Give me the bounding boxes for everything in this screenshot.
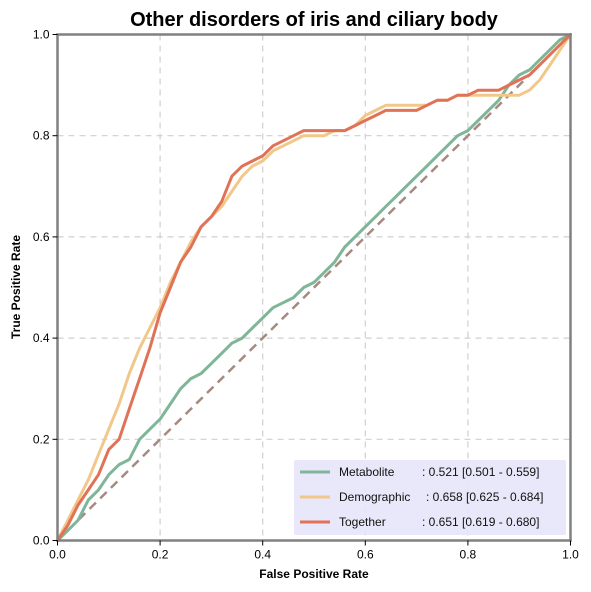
legend: Metabolite : 0.521 [0.501 - 0.559] Demogra…	[294, 460, 566, 535]
legend-label-demographic: Demographic	[339, 490, 410, 504]
axis-ticks: 0.0 0.2 0.4 0.6 0.8 1.0 0.0 0.2 0.4 0.6 0.8 1.0	[33, 28, 579, 562]
y-tick-label: 1.0	[33, 28, 50, 42]
chance-diagonal	[56, 33, 572, 542]
y-tick-label: 0.4	[33, 331, 50, 345]
y-axis-label: True Positive Rate	[9, 235, 23, 339]
legend-value-metabolite: : 0.521 [0.501 - 0.559]	[422, 465, 539, 479]
x-tick-label: 0.6	[357, 548, 374, 562]
legend-value-demographic: : 0.658 [0.625 - 0.684]	[426, 490, 543, 504]
y-tick-label: 0.2	[33, 432, 50, 446]
y-tick-label: 0.6	[33, 230, 50, 244]
x-axis-label: False Positive Rate	[259, 567, 369, 581]
legend-label-together: Together	[339, 515, 386, 529]
series-line-demographic	[56, 33, 572, 542]
x-tick-label: 0.2	[152, 548, 169, 562]
series-line-metabolite	[56, 33, 572, 542]
x-tick-label: 0.4	[254, 548, 271, 562]
legend-label-metabolite: Metabolite	[339, 465, 395, 479]
plot-frame	[56, 33, 572, 542]
chart-title: Other disorders of iris and ciliary body	[130, 9, 499, 31]
y-tick-label: 0.0	[33, 534, 50, 548]
series-line-together	[56, 33, 572, 542]
series-layer	[56, 33, 572, 542]
legend-value-together: : 0.651 [0.619 - 0.680]	[422, 515, 539, 529]
legend-box	[294, 460, 566, 535]
x-tick-label: 0.0	[49, 548, 66, 562]
grid	[57, 34, 571, 541]
y-tick-label: 0.8	[33, 129, 50, 143]
x-tick-label: 1.0	[562, 548, 579, 562]
x-tick-label: 0.8	[460, 548, 477, 562]
